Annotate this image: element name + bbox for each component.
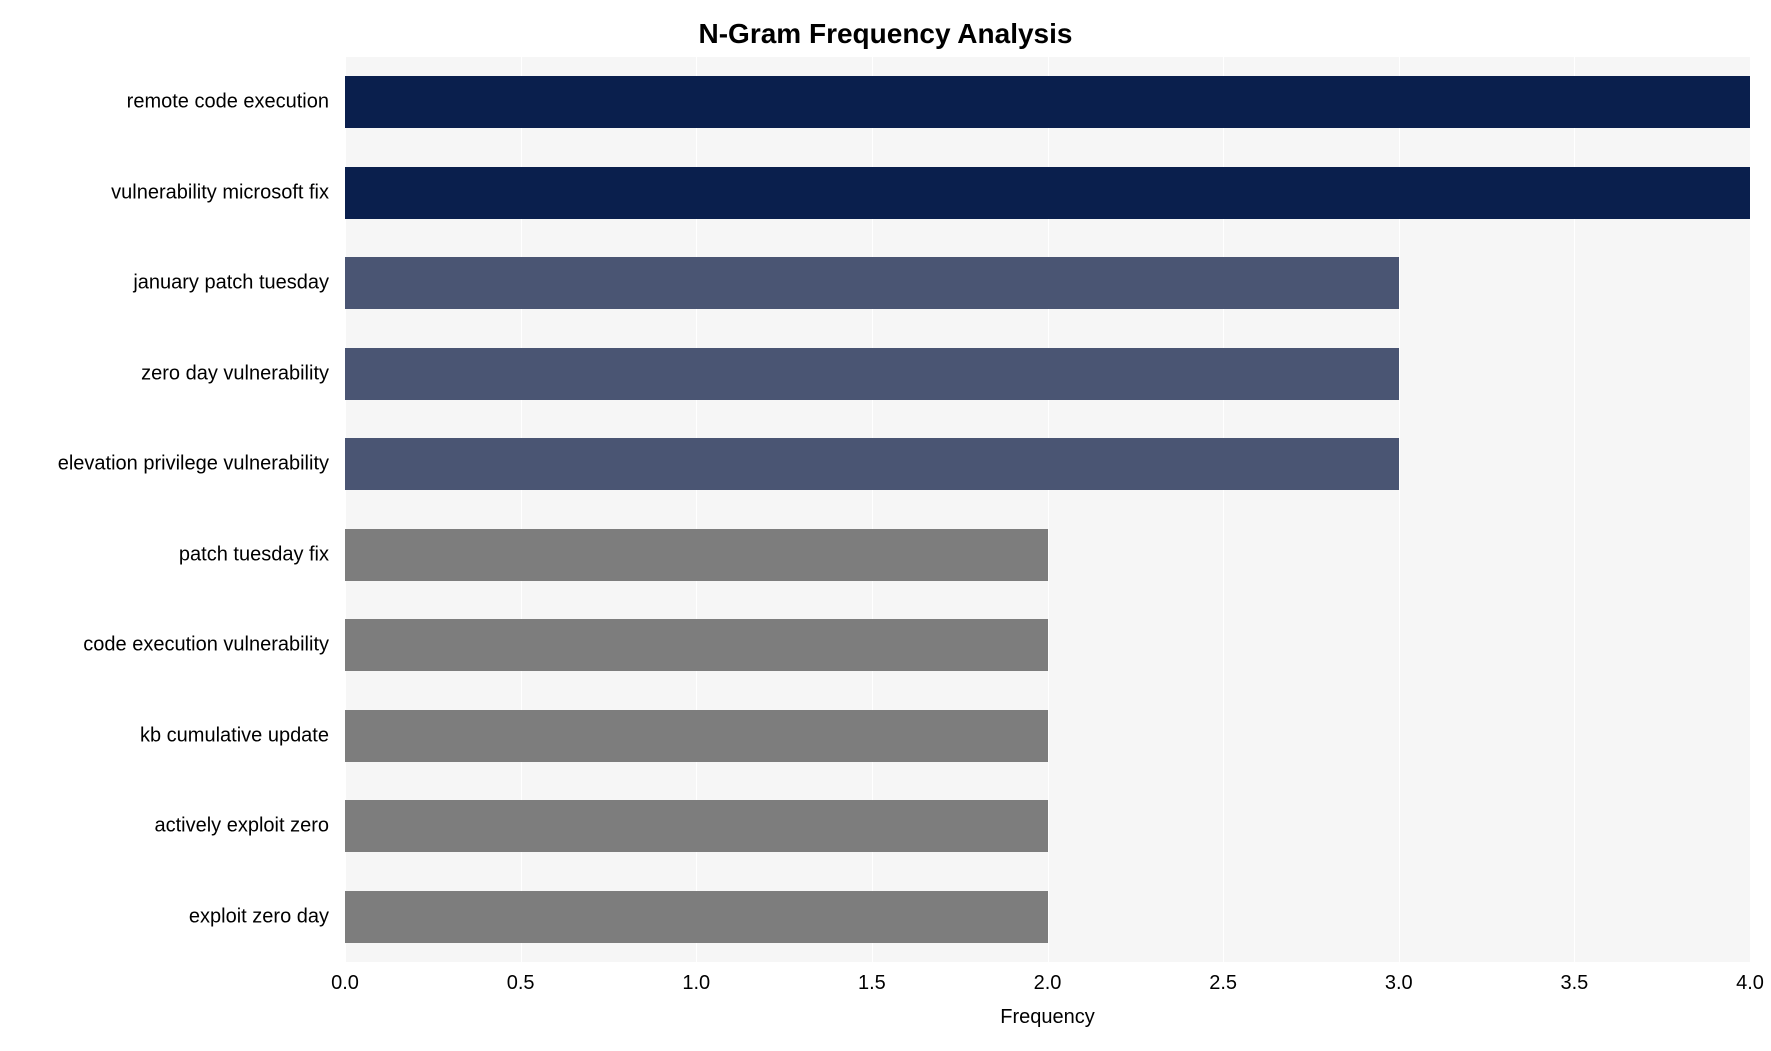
y-tick-label: patch tuesday fix xyxy=(179,543,345,566)
gridline xyxy=(1750,57,1751,962)
bar xyxy=(345,348,1399,400)
y-tick-label: actively exploit zero xyxy=(154,815,345,838)
bar xyxy=(345,167,1750,219)
bar xyxy=(345,710,1048,762)
y-tick-label: january patch tuesday xyxy=(133,272,345,295)
y-tick-label: kb cumulative update xyxy=(140,724,345,747)
bar xyxy=(345,800,1048,852)
x-tick-label: 4.0 xyxy=(1736,972,1764,995)
x-tick-label: 0.5 xyxy=(507,972,535,995)
chart-title: N-Gram Frequency Analysis xyxy=(0,18,1771,50)
x-tick-label: 3.0 xyxy=(1385,972,1413,995)
bar xyxy=(345,619,1048,671)
x-tick-label: 3.5 xyxy=(1560,972,1588,995)
bar xyxy=(345,257,1399,309)
plot-area: 0.00.51.01.52.02.53.03.54.0remote code e… xyxy=(345,57,1750,962)
y-tick-label: exploit zero day xyxy=(189,905,345,928)
x-tick-label: 2.0 xyxy=(1034,972,1062,995)
y-tick-label: zero day vulnerability xyxy=(141,362,345,385)
y-tick-label: vulnerability microsoft fix xyxy=(111,181,345,204)
y-tick-label: remote code execution xyxy=(127,91,345,114)
bar xyxy=(345,891,1048,943)
x-tick-label: 1.5 xyxy=(858,972,886,995)
bar xyxy=(345,529,1048,581)
x-tick-label: 1.0 xyxy=(682,972,710,995)
y-tick-label: elevation privilege vulnerability xyxy=(58,453,345,476)
x-tick-label: 0.0 xyxy=(331,972,359,995)
bar xyxy=(345,438,1399,490)
ngram-frequency-chart: N-Gram Frequency Analysis 0.00.51.01.52.… xyxy=(0,0,1771,1051)
x-axis-label: Frequency xyxy=(1000,1006,1095,1029)
bar xyxy=(345,76,1750,128)
x-tick-label: 2.5 xyxy=(1209,972,1237,995)
y-tick-label: code execution vulnerability xyxy=(83,634,345,657)
